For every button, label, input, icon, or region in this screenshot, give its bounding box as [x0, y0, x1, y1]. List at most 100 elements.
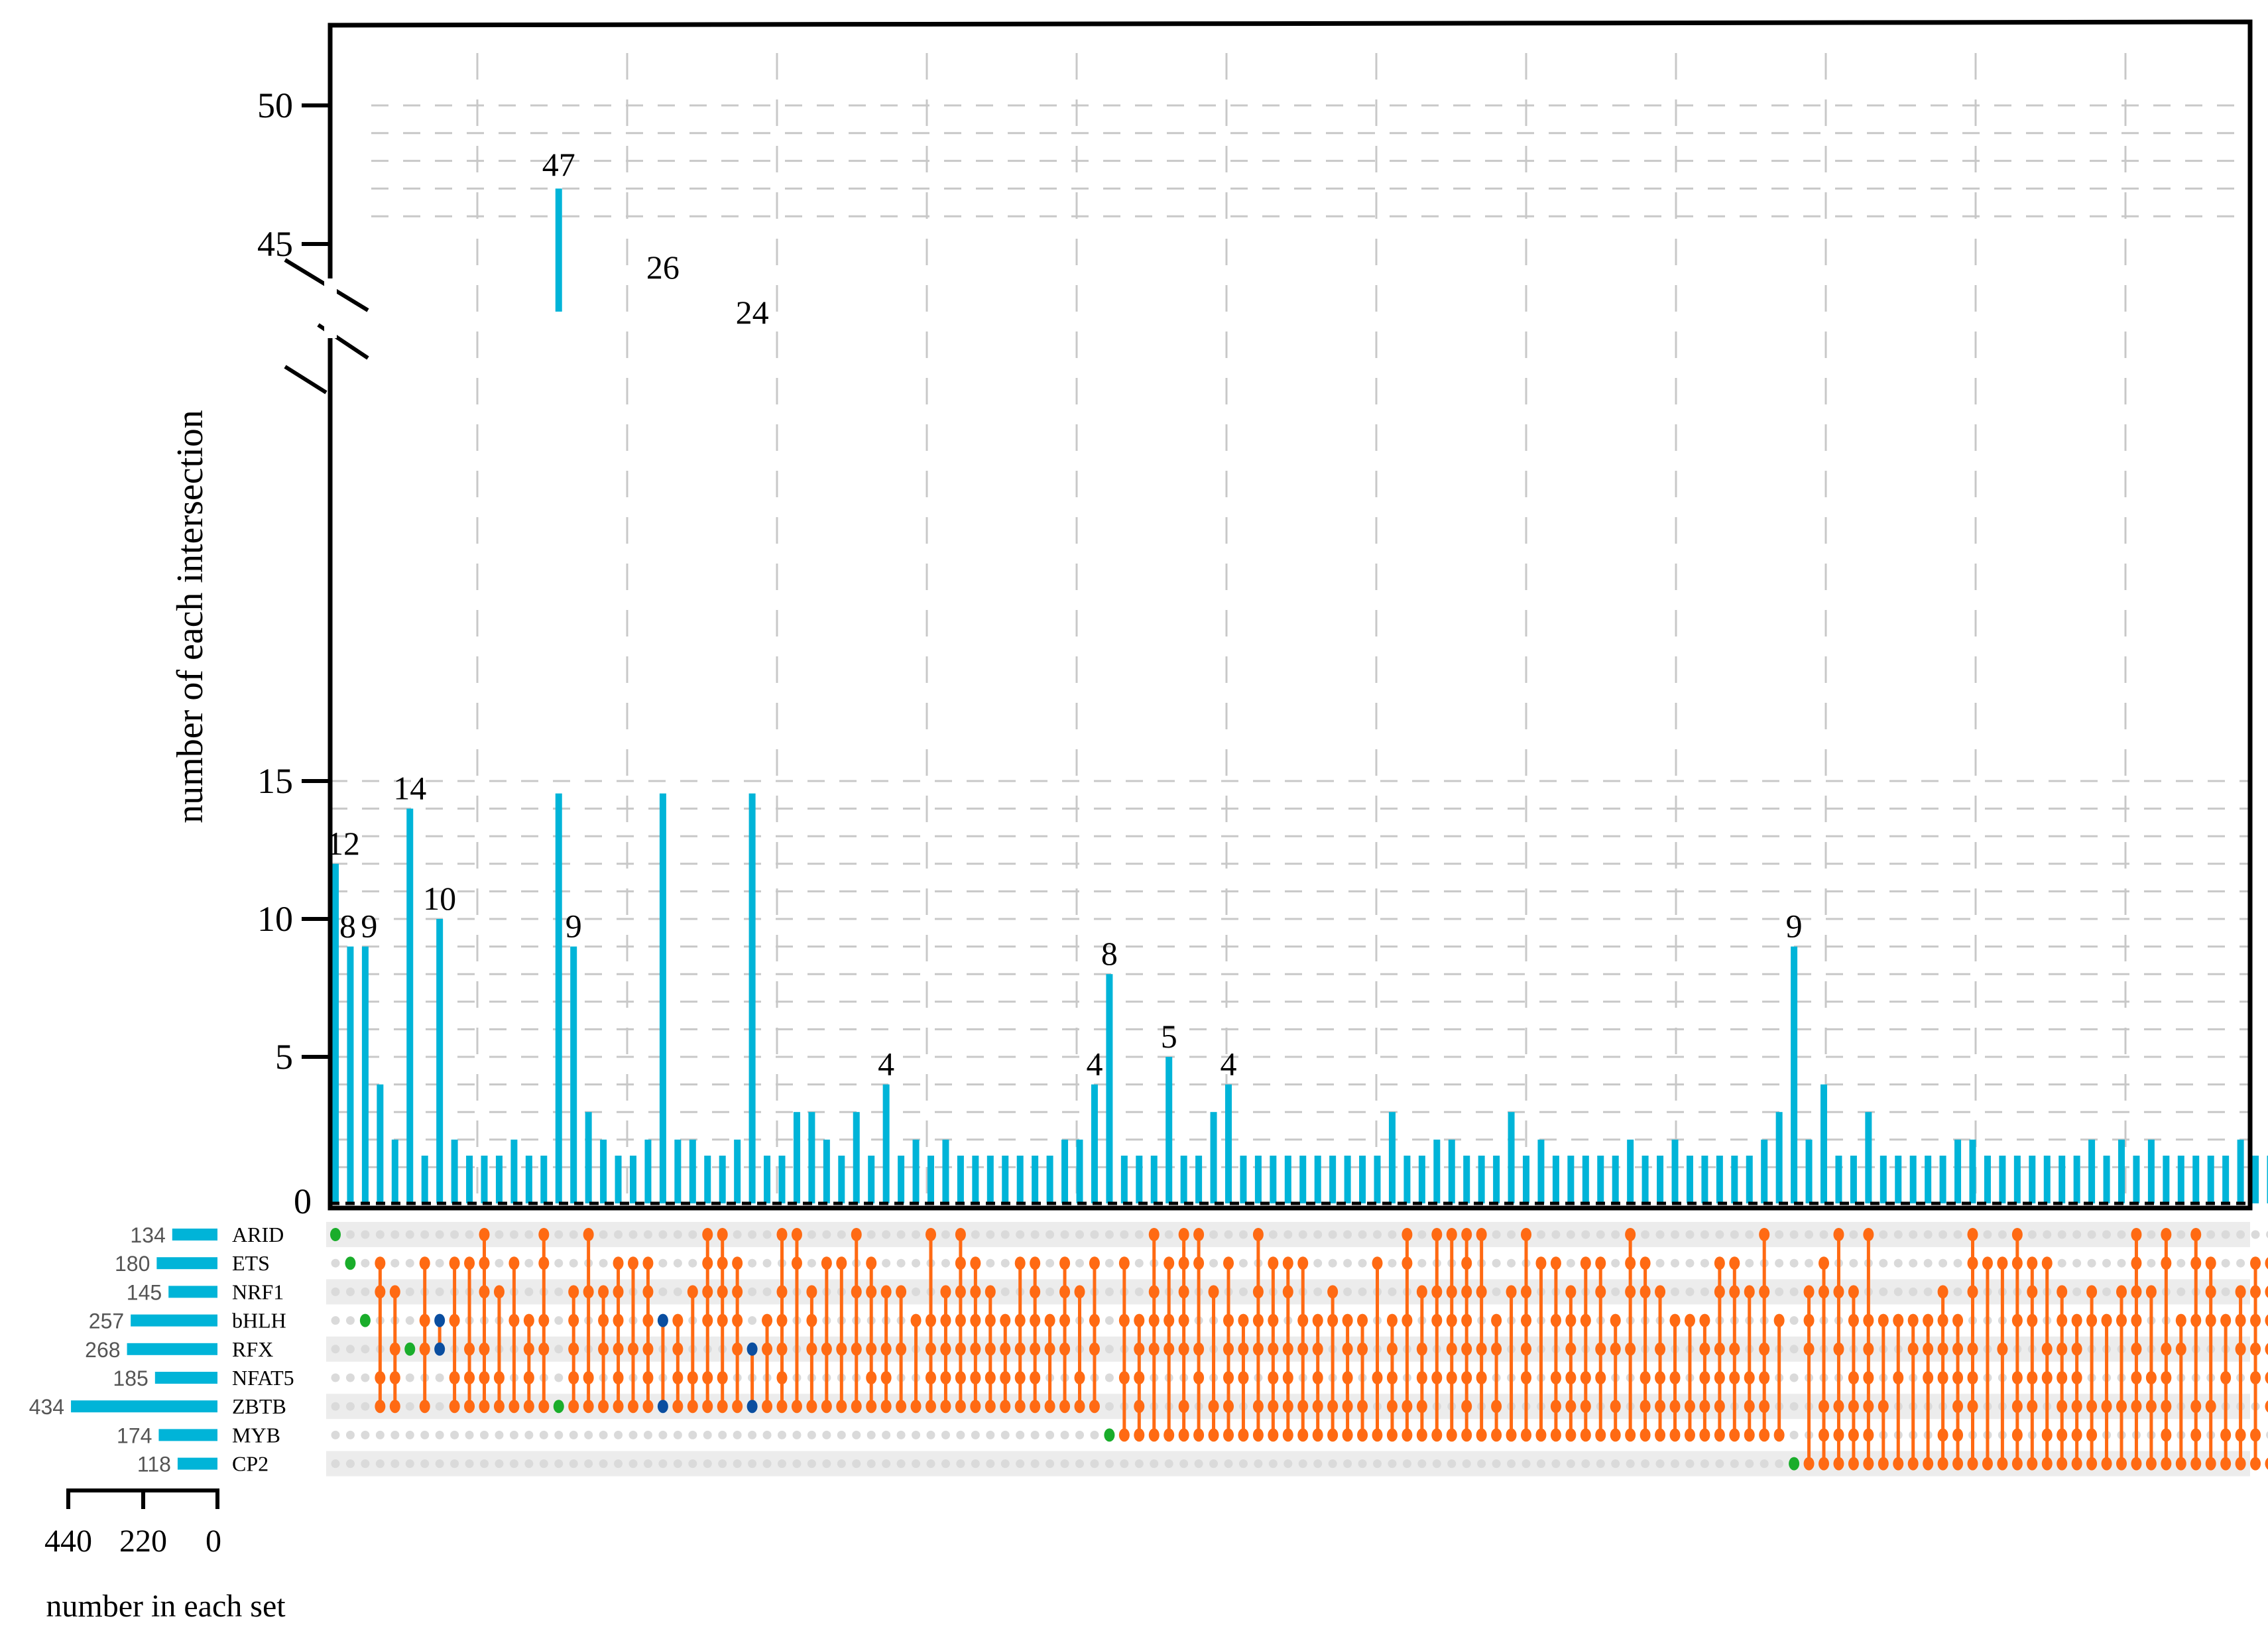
- intersection-bar: [1657, 1156, 1664, 1203]
- matrix-dot-filled: [1074, 1285, 1085, 1299]
- matrix-dot-filled: [1193, 1256, 1205, 1270]
- matrix-dot-filled: [851, 1285, 862, 1299]
- matrix-dot-empty: [1923, 1230, 1933, 1239]
- matrix-dot-empty: [1075, 1258, 1084, 1268]
- matrix-dot-filled: [330, 1228, 341, 1241]
- matrix-dot-empty: [1685, 1258, 1695, 1268]
- bar-value-label: 9: [361, 908, 377, 945]
- matrix-dot-filled: [1833, 1457, 1844, 1471]
- matrix-dot-empty: [345, 1402, 355, 1411]
- matrix-dot-filled: [613, 1342, 624, 1356]
- matrix-dot-empty: [1909, 1258, 1918, 1268]
- matrix-dot-filled: [1446, 1313, 1457, 1327]
- intersection-bar: [1925, 1156, 1932, 1203]
- matrix-dot-filled: [598, 1313, 609, 1327]
- matrix-dot-filled: [1819, 1457, 1829, 1471]
- matrix-dot-empty: [1923, 1287, 1933, 1296]
- set-size-bar: [71, 1400, 218, 1413]
- matrix-dot-filled: [1848, 1400, 1859, 1414]
- matrix-dot-empty: [1045, 1459, 1055, 1469]
- bar-value-label: 4: [878, 1046, 894, 1083]
- matrix-dot-empty: [1671, 1258, 1679, 1268]
- matrix-dot-filled: [1952, 1457, 1964, 1471]
- matrix-dot-empty: [866, 1230, 876, 1239]
- bar-value-label: 9: [1786, 908, 1803, 945]
- matrix-dot-empty: [1328, 1459, 1337, 1469]
- matrix-dot-empty: [748, 1316, 757, 1325]
- matrix-dot-empty: [1343, 1459, 1352, 1469]
- matrix-dot-filled: [1625, 1342, 1636, 1356]
- matrix-dot-filled: [1878, 1400, 1889, 1414]
- matrix-dot-filled: [2027, 1285, 2038, 1299]
- intersection-bar: [1374, 1156, 1381, 1203]
- matrix-dot-filled: [613, 1313, 624, 1327]
- matrix-dot-empty: [1134, 1459, 1144, 1469]
- matrix-dot-empty: [495, 1430, 504, 1439]
- matrix-dot-empty: [926, 1459, 935, 1469]
- matrix-dot-filled: [1386, 1313, 1398, 1327]
- matrix-dot-empty: [912, 1258, 921, 1268]
- intersection-bar: [2252, 1156, 2259, 1203]
- intersection-bar: [1254, 1156, 1262, 1203]
- intersection-bar: [361, 946, 369, 1203]
- matrix-dot-filled: [1595, 1256, 1606, 1270]
- matrix-dot-filled: [1342, 1371, 1353, 1384]
- matrix-dot-filled: [657, 1400, 668, 1414]
- matrix-dot-empty: [762, 1230, 772, 1239]
- matrix-dot-filled: [1402, 1228, 1413, 1241]
- matrix-dot-filled: [1565, 1342, 1577, 1356]
- matrix-dot-filled: [1297, 1256, 1309, 1270]
- matrix-dot-filled: [970, 1400, 981, 1414]
- matrix-dot-empty: [971, 1430, 980, 1439]
- matrix-dot-filled: [1282, 1371, 1293, 1384]
- matrix-dot-filled: [2131, 1457, 2142, 1471]
- matrix-dot-filled: [434, 1342, 446, 1356]
- matrix-dot-empty: [2043, 1230, 2052, 1239]
- matrix-dot-filled: [970, 1256, 981, 1270]
- matrix-dot-filled: [910, 1313, 922, 1327]
- matrix-dot-filled: [1089, 1400, 1100, 1414]
- matrix-dot-empty: [390, 1230, 400, 1239]
- matrix-dot-filled: [568, 1371, 579, 1384]
- matrix-dot-filled: [1074, 1400, 1085, 1414]
- matrix-dot-empty: [1611, 1287, 1620, 1296]
- matrix-dot-filled: [1059, 1342, 1071, 1356]
- matrix-dot-empty: [1685, 1287, 1695, 1296]
- matrix-dot-filled: [2011, 1428, 2023, 1442]
- matrix-dot-filled: [1759, 1428, 1770, 1442]
- matrix-dot-filled: [1238, 1313, 1249, 1327]
- matrix-dot-empty: [1611, 1230, 1620, 1239]
- matrix-dot-empty: [658, 1287, 668, 1296]
- matrix-dot-filled: [1118, 1428, 1130, 1442]
- intersection-matrix: [326, 1222, 2268, 1477]
- matrix-dot-empty: [554, 1430, 564, 1439]
- matrix-dot-filled: [2235, 1342, 2246, 1356]
- matrix-dot-filled: [1282, 1400, 1293, 1414]
- matrix-dot-filled: [985, 1400, 996, 1414]
- matrix-dot-empty: [539, 1459, 548, 1469]
- matrix-dot-filled: [464, 1256, 475, 1270]
- matrix-dot-filled: [1550, 1256, 1561, 1270]
- matrix-dot-empty: [361, 1287, 370, 1296]
- matrix-dot-filled: [762, 1313, 773, 1327]
- matrix-dot-empty: [1536, 1230, 1545, 1239]
- matrix-dot-empty: [2102, 1230, 2112, 1239]
- matrix-dot-filled: [1178, 1342, 1189, 1356]
- matrix-dot-empty: [1104, 1230, 1114, 1239]
- matrix-dot-filled: [1655, 1400, 1666, 1414]
- matrix-dot-empty: [345, 1459, 355, 1469]
- matrix-dot-filled: [1937, 1285, 1948, 1299]
- matrix-dot-empty: [2072, 1230, 2082, 1239]
- matrix-dot-filled: [2190, 1400, 2202, 1414]
- matrix-dot-empty: [1492, 1230, 1501, 1239]
- intersection-bar: [1880, 1156, 1887, 1203]
- intersection-bar: [1240, 1156, 1247, 1203]
- matrix-dot-filled: [1595, 1428, 1606, 1442]
- matrix-dot-filled: [1937, 1342, 1948, 1356]
- matrix-dot-empty: [390, 1430, 400, 1439]
- intersection-bar: [1612, 1156, 1619, 1203]
- matrix-dot-filled: [1535, 1256, 1547, 1270]
- matrix-dot-filled: [464, 1400, 475, 1414]
- matrix-dot-filled: [2250, 1342, 2261, 1356]
- matrix-dot-empty: [554, 1287, 564, 1296]
